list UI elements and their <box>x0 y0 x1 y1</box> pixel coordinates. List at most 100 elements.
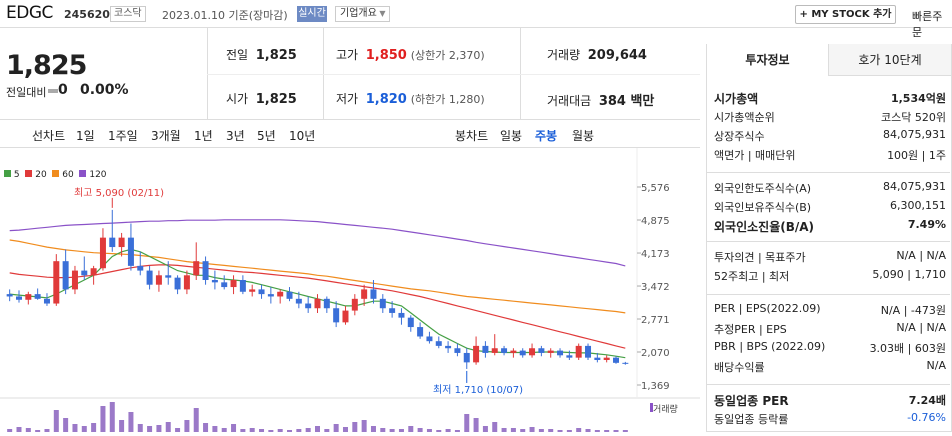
candle-body <box>34 294 41 299</box>
candle-body <box>165 275 172 278</box>
volume-bar <box>557 430 563 432</box>
corp-info-dropdown[interactable]: 기업개요 ▼ <box>335 6 390 22</box>
candle-body <box>62 261 69 290</box>
live-button[interactable]: 실시간 <box>297 6 327 22</box>
chart-tabs: 선차트 1일 1주일 3개월 1년 3년 5년 10년 봉차트 일봉 주봉 월봉 <box>0 120 700 148</box>
compare-percent: 0.00% <box>80 82 129 98</box>
current-price: 1,825 <box>6 50 87 81</box>
volume-bar <box>137 424 143 432</box>
price-chart[interactable]: 5,576 4,875 4,173 3,472 2,771 2,070 1,369 <box>0 148 700 432</box>
volume-bar <box>622 430 628 432</box>
candle-body <box>211 279 218 283</box>
date-label: 2023.01.10 기준(장마감) <box>162 9 288 22</box>
candle-body <box>81 270 88 276</box>
candle-body <box>463 352 470 363</box>
chevron-down-icon: ▼ <box>376 9 386 18</box>
volume-bar <box>352 422 358 432</box>
tab-1w[interactable]: 1주일 <box>108 129 138 143</box>
candle-body <box>323 298 330 309</box>
invest-row-value: N/A | N/A <box>896 249 946 262</box>
volume-bar <box>259 429 265 432</box>
low-annotation: 최저 1,710 (10/07) <box>433 385 524 396</box>
tab-3y[interactable]: 3년 <box>226 129 245 143</box>
candle-body <box>249 289 256 292</box>
candle-body <box>473 345 480 363</box>
candle-body <box>295 298 302 304</box>
invest-row-value: N/A | N/A <box>896 321 946 334</box>
volume-bar <box>193 408 199 432</box>
volume-bar <box>287 430 293 432</box>
candle-body <box>407 317 414 328</box>
tab-daily[interactable]: 일봉 <box>500 129 523 143</box>
candle-body <box>622 362 629 364</box>
candle-body <box>538 348 545 353</box>
volume-bar <box>576 428 582 432</box>
volume-bar <box>417 428 423 432</box>
candle-body <box>90 268 97 276</box>
tab-5y[interactable]: 5년 <box>257 129 276 143</box>
invest-row-label: 추정PER | EPS <box>714 323 787 336</box>
volume-bar <box>594 430 600 432</box>
upper-limit: (상한가 2,370) <box>410 49 485 62</box>
candle-body <box>594 357 601 361</box>
candle-body <box>183 275 190 290</box>
ma-legend: 5 20 60 120 <box>4 170 107 180</box>
candle-body <box>417 327 424 337</box>
candle-body <box>566 355 573 358</box>
candle-body <box>454 348 461 353</box>
open-label: 시가 <box>226 92 249 106</box>
quick-order-link[interactable]: 빠른주문 <box>912 10 943 39</box>
candle-body <box>146 270 153 285</box>
tab-3m[interactable]: 3개월 <box>151 129 181 143</box>
line-chart-label: 선차트 <box>32 129 66 143</box>
candle-body <box>585 345 592 358</box>
volume-bar <box>538 429 544 432</box>
candle-body <box>230 279 237 288</box>
candle-body <box>445 345 452 349</box>
invest-row-value: 7.24배 <box>908 394 946 407</box>
invest-row-label: 외국인소진율(B/A) <box>714 220 815 234</box>
prev-label: 전일 <box>226 48 249 62</box>
volume-legend: 거래량 <box>650 402 678 415</box>
volume-bar <box>147 426 153 432</box>
volume-bar <box>604 430 610 432</box>
tab-monthly[interactable]: 월봉 <box>572 129 595 143</box>
volume-bar <box>53 410 59 432</box>
invest-row-value: -0.76% <box>907 411 946 424</box>
invest-row-value: 6,300,151 <box>890 199 946 212</box>
volume-bar <box>7 429 13 432</box>
candle-body <box>15 296 22 300</box>
invest-row-value: 3.03배 | 603원 <box>869 342 946 355</box>
candle-body <box>603 357 610 361</box>
tab-weekly[interactable]: 주봉 <box>535 129 558 143</box>
volume-bar <box>454 430 460 432</box>
invest-row-label: 동일업종 PER <box>714 394 789 408</box>
tab-1y[interactable]: 1년 <box>194 129 213 143</box>
candle-body <box>426 336 433 342</box>
volume-bar <box>445 429 451 432</box>
volume-bar <box>333 424 339 432</box>
divider <box>706 241 950 242</box>
invest-row: 52주최고 | 최저 5,090 | 1,710 <box>714 268 946 286</box>
invest-row: 시가총액순위 코스닥 520위 <box>714 109 946 127</box>
my-stock-add-button[interactable]: + MY STOCK 추가 <box>795 5 896 24</box>
volume-bar <box>464 414 470 432</box>
tab-1d[interactable]: 1일 <box>76 129 95 143</box>
y-tick-label: 5,576 <box>641 183 670 194</box>
corp-info-label: 기업개요 <box>340 8 377 19</box>
tab-order-book[interactable]: 호가 10단계 <box>829 44 951 76</box>
volume-bar <box>585 429 591 432</box>
volume-bar <box>128 412 134 432</box>
volume-swatch <box>650 403 653 412</box>
invest-row: 외국인한도주식수(A) 84,075,931 <box>714 180 946 198</box>
invest-row-label: 상장주식수 <box>714 130 765 143</box>
volume-bar <box>240 429 246 432</box>
invest-row-label: 시가총액순위 <box>714 111 775 124</box>
tab-invest-info[interactable]: 투자정보 <box>707 44 829 76</box>
tab-10y[interactable]: 10년 <box>289 129 316 143</box>
candle-body <box>519 350 526 356</box>
candle-body <box>99 237 106 269</box>
volume-bar <box>249 428 255 432</box>
candle-body <box>267 294 274 297</box>
invest-row: 투자의견 | 목표주가 N/A | N/A <box>714 249 946 267</box>
